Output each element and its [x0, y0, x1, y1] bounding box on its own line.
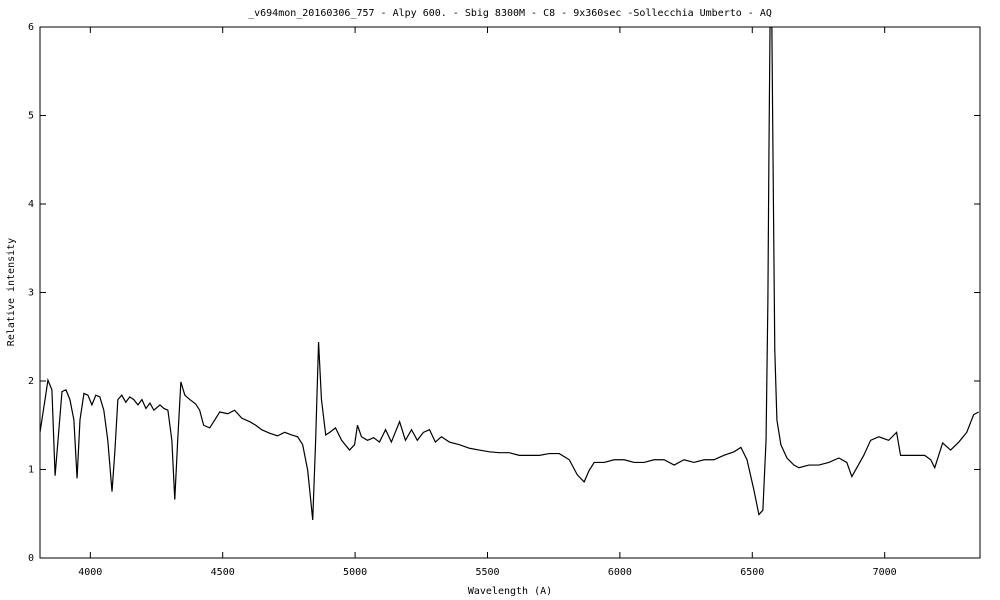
y-tick-label: 4 — [28, 199, 34, 210]
plot-frame — [39, 26, 981, 559]
y-tick-label: 3 — [28, 288, 34, 299]
x-tick-label: 6500 — [740, 567, 764, 578]
x-tick-label: 5000 — [343, 567, 367, 578]
y-tick-label: 5 — [28, 111, 34, 122]
x-tick-label: 6000 — [608, 567, 632, 578]
x-tick-label: 4000 — [78, 567, 102, 578]
y-axis-label: Relative intensity — [6, 238, 17, 346]
x-tick-label: 4500 — [211, 567, 235, 578]
spectrum-line — [40, 27, 979, 521]
x-tick-label: 5500 — [475, 567, 499, 578]
y-tick-label: 0 — [28, 553, 34, 564]
y-tick-label: 1 — [28, 465, 34, 476]
x-axis-label: Wavelength (A) — [468, 586, 552, 597]
y-tick-label: 2 — [28, 376, 34, 387]
y-tick-label: 6 — [28, 22, 34, 33]
chart-title: _v694mon_20160306_757 - Alpy 600. - Sbig… — [248, 8, 772, 19]
x-tick-label: 7000 — [873, 567, 897, 578]
